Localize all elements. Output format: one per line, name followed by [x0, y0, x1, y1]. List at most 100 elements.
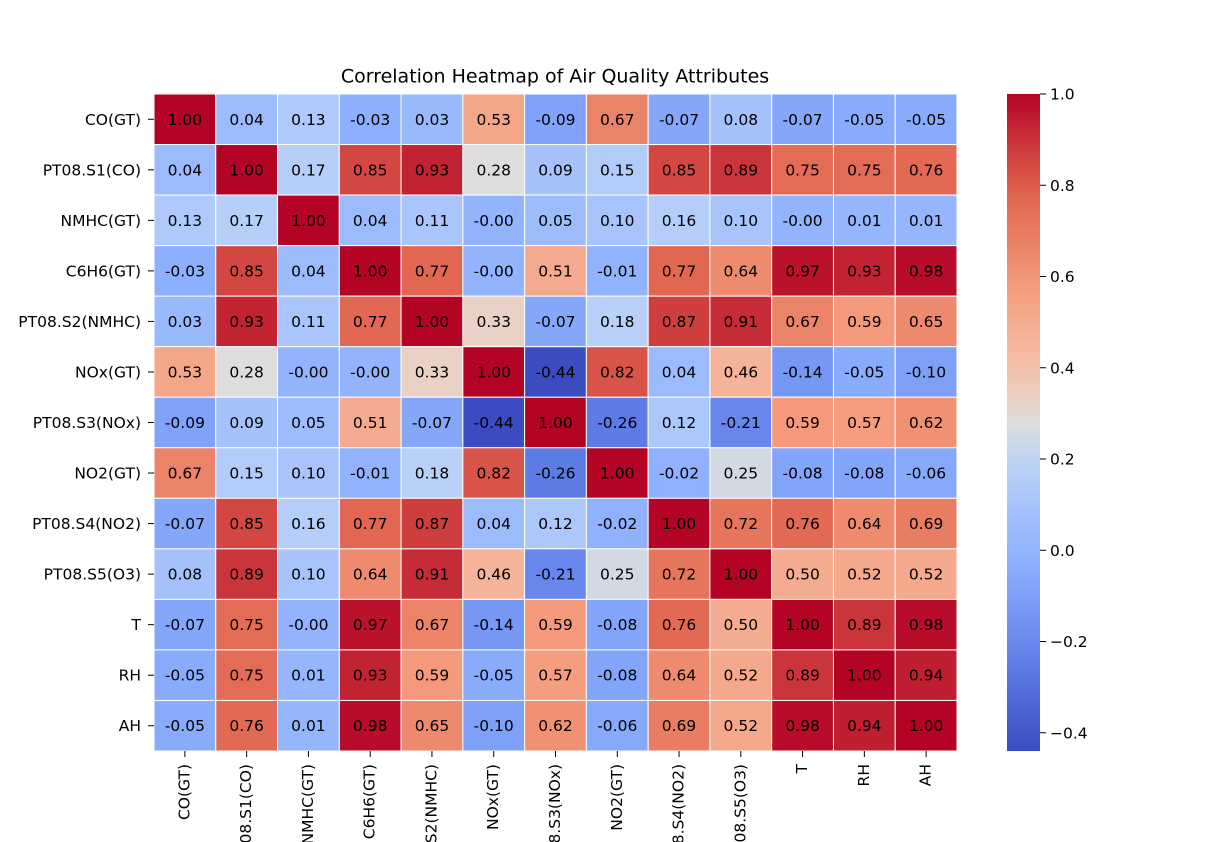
cell-label: 0.13: [291, 111, 326, 129]
heatmap-cell: [832, 598, 896, 651]
cell-label: 0.09: [538, 161, 573, 179]
cell-label: -0.00: [783, 212, 823, 230]
heatmap-cell: [771, 346, 834, 398]
cell-label: 0.85: [662, 161, 697, 179]
heatmap-cell: [462, 447, 526, 499]
heatmap-cell: [647, 346, 711, 398]
cell-label: -0.02: [659, 465, 699, 483]
heatmap-cell: [585, 447, 649, 499]
y-tick-label: NOx(GT): [75, 363, 141, 381]
cell-label: 0.69: [909, 515, 944, 533]
heatmap-cell: [832, 245, 896, 297]
cell-label: 0.85: [229, 262, 264, 280]
cell-label: -0.00: [288, 363, 328, 381]
heatmap-cell: [153, 144, 217, 196]
cell-label: 0.77: [662, 262, 697, 280]
cell-label: 0.69: [662, 717, 697, 735]
heatmap-cell: [215, 548, 279, 600]
heatmap-cell: [832, 548, 896, 600]
cell-label: 0.76: [662, 616, 697, 634]
heatmap-cell: [709, 93, 773, 146]
cell-label: 0.52: [847, 566, 882, 584]
heatmap-cell: [709, 144, 773, 196]
heatmap-cell: [894, 598, 958, 651]
heatmap-cell: [338, 396, 402, 449]
cell-label: 0.85: [353, 161, 388, 179]
cell-label: -0.08: [783, 465, 823, 483]
heatmap-cell: [771, 548, 834, 600]
cell-label: -0.08: [597, 667, 637, 685]
cell-label: 0.05: [291, 414, 326, 432]
heatmap-cell: [215, 649, 279, 701]
cell-label: 0.11: [291, 313, 326, 331]
cell-label: 1.00: [847, 667, 882, 685]
heatmap-cell: [894, 699, 958, 752]
y-tick-label: NMHC(GT): [61, 212, 141, 230]
heatmap-cell: [771, 649, 834, 701]
cell-label: 0.57: [847, 414, 882, 432]
cell-label: 0.10: [291, 465, 326, 483]
colorbar-tick-label: 0.4: [1050, 359, 1075, 377]
heatmap-cell: [709, 699, 773, 752]
cell-label: -0.05: [906, 111, 946, 129]
heatmap-cell: [462, 548, 526, 600]
heatmap-cell: [771, 447, 834, 499]
cell-label: 0.67: [415, 616, 450, 634]
cell-label: 0.50: [724, 616, 759, 634]
heatmap-cell: [462, 396, 526, 449]
heatmap-cell: [832, 295, 896, 348]
heatmap-cell: [894, 194, 958, 247]
cell-label: 1.00: [353, 262, 388, 280]
cell-label: 0.01: [291, 667, 326, 685]
cell-label: 0.64: [353, 566, 388, 584]
cell-label: 0.85: [229, 515, 264, 533]
cell-label: -0.26: [535, 465, 575, 483]
y-tick-label: CO(GT): [85, 111, 141, 129]
cell-label: 0.67: [785, 313, 820, 331]
heatmap-cell: [524, 447, 587, 499]
cell-label: 0.89: [847, 616, 882, 634]
x-tick-label: C6H6(GT): [361, 764, 379, 839]
cell-label: 0.13: [168, 212, 203, 230]
cell-label: 1.00: [600, 465, 635, 483]
y-tick-label: NO2(GT): [74, 465, 141, 483]
x-tick-label: PT08.S1(CO): [237, 764, 255, 842]
heatmap-cell: [400, 144, 464, 196]
heatmap-cell: [215, 194, 279, 247]
cell-label: 1.00: [476, 363, 511, 381]
cell-label: 0.75: [785, 161, 820, 179]
cell-label: 0.08: [168, 566, 203, 584]
cell-label: 0.64: [662, 667, 697, 685]
cell-label: 0.03: [168, 313, 203, 331]
cell-label: 0.67: [168, 465, 203, 483]
colorbar-tick-label: 1.0: [1050, 86, 1075, 104]
cell-label: 0.93: [229, 313, 264, 331]
cell-label: 1.00: [724, 566, 759, 584]
cell-label: 0.65: [415, 717, 450, 735]
cell-label: 1.00: [415, 313, 450, 331]
x-tick-label: PT08.S3(NOx): [546, 764, 564, 842]
cell-label: -0.44: [535, 363, 575, 381]
cell-label: 0.12: [662, 414, 697, 432]
cell-label: 0.28: [229, 363, 264, 381]
heatmap-cell: [277, 649, 340, 701]
heatmap-cell: [277, 497, 340, 550]
cell-label: 0.46: [724, 363, 759, 381]
cell-label: 0.46: [476, 566, 511, 584]
cell-label: 0.87: [662, 313, 697, 331]
cell-label: 0.52: [724, 717, 759, 735]
cell-label: -0.44: [474, 414, 514, 432]
cell-label: -0.26: [597, 414, 637, 432]
heatmap-cell: [462, 144, 526, 196]
cell-label: 0.04: [476, 515, 511, 533]
cell-label: 0.51: [353, 414, 388, 432]
heatmap-cell: [647, 447, 711, 499]
cell-label: 0.72: [662, 566, 697, 584]
heatmap-cell: [338, 548, 402, 600]
heatmap-cell: [524, 548, 587, 600]
cell-label: 0.18: [415, 465, 450, 483]
heatmap-cell: [524, 699, 587, 752]
y-tick-label: PT08.S4(NO2): [32, 515, 141, 533]
cell-label: 1.00: [291, 212, 326, 230]
colorbar-tick-label: −0.4: [1050, 724, 1088, 742]
